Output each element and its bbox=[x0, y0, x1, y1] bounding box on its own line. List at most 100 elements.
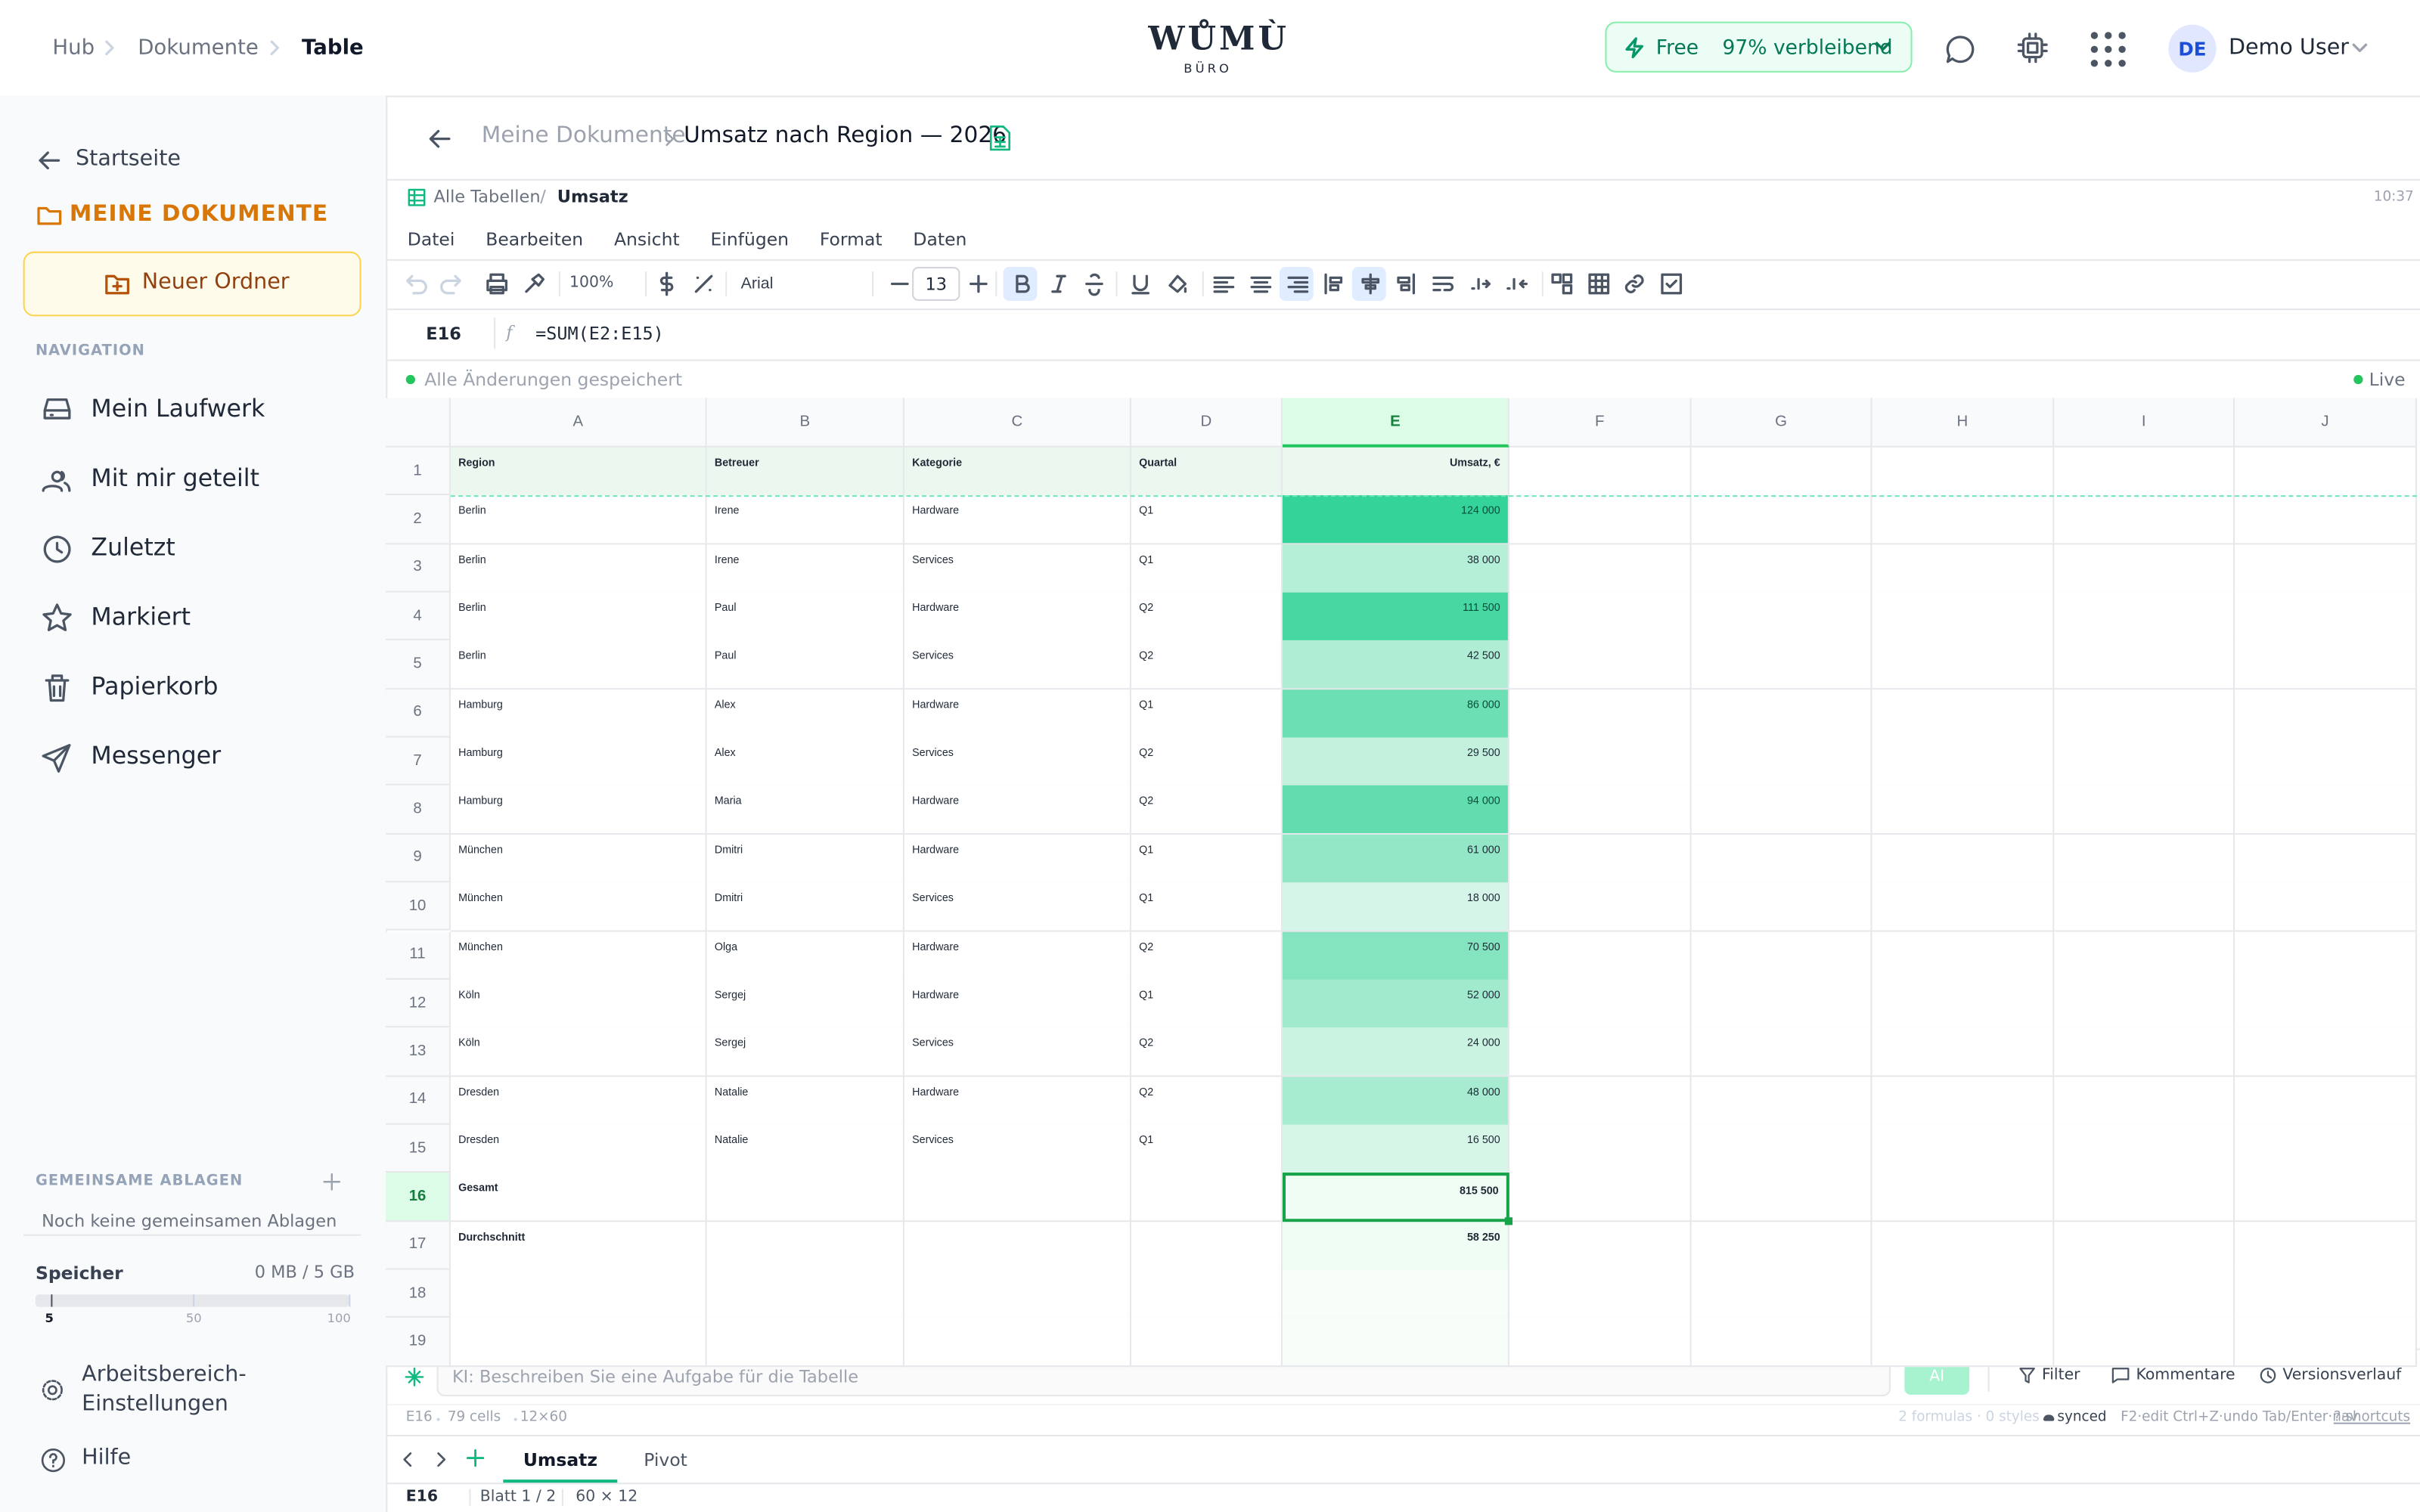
row-header[interactable]: 5 bbox=[386, 640, 451, 689]
cell[interactable]: Q1 bbox=[1131, 1124, 1283, 1174]
cell[interactable] bbox=[1509, 737, 1692, 788]
cell[interactable] bbox=[1509, 447, 1692, 497]
cell[interactable] bbox=[2235, 979, 2417, 1029]
cell[interactable] bbox=[2054, 1124, 2235, 1174]
menu-item[interactable]: Format bbox=[819, 228, 883, 250]
cell[interactable] bbox=[706, 1269, 904, 1319]
cell[interactable]: Hamburg bbox=[450, 737, 707, 788]
breadcrumb-item[interactable]: Hub bbox=[52, 35, 95, 60]
nav-icon[interactable] bbox=[40, 741, 74, 775]
cell[interactable]: Berlin bbox=[450, 592, 707, 643]
cell[interactable]: 38 000 bbox=[1282, 544, 1509, 594]
toolbar-button[interactable] bbox=[1431, 271, 1456, 296]
cell[interactable] bbox=[904, 1221, 1131, 1271]
nav-item[interactable]: Messenger bbox=[91, 742, 222, 770]
column-header[interactable]: I bbox=[2054, 398, 2235, 448]
cell[interactable] bbox=[1691, 544, 1872, 594]
cell[interactable] bbox=[1691, 640, 1872, 691]
cell[interactable]: Q2 bbox=[1131, 785, 1283, 835]
toolbar-button[interactable] bbox=[1010, 271, 1035, 296]
cell[interactable] bbox=[2235, 882, 2417, 932]
cell[interactable]: Olga bbox=[706, 931, 904, 981]
cell[interactable] bbox=[1509, 979, 1692, 1029]
cell[interactable]: Berlin bbox=[450, 640, 707, 691]
cell[interactable]: Services bbox=[904, 1124, 1131, 1174]
cell[interactable] bbox=[2235, 737, 2417, 788]
nav-item[interactable]: Mit mir geteilt bbox=[91, 464, 260, 493]
cell[interactable] bbox=[2054, 495, 2235, 546]
row-header[interactable]: 6 bbox=[386, 689, 451, 738]
cell[interactable] bbox=[1282, 1269, 1509, 1319]
add-sheet[interactable] bbox=[466, 1448, 485, 1467]
cell[interactable]: Durchschnitt bbox=[450, 1221, 707, 1271]
cell[interactable]: Hardware bbox=[904, 931, 1131, 981]
cell[interactable] bbox=[2235, 1076, 2417, 1126]
cell[interactable]: Services bbox=[904, 737, 1131, 788]
doc-path[interactable]: Meine Dokumente bbox=[481, 123, 686, 148]
cell[interactable] bbox=[1691, 447, 1872, 497]
cell[interactable]: 16 500 bbox=[1282, 1124, 1509, 1174]
cell[interactable] bbox=[1131, 1221, 1283, 1271]
cell[interactable] bbox=[2235, 785, 2417, 835]
toolbar-button[interactable] bbox=[1249, 271, 1274, 296]
cell[interactable] bbox=[1509, 785, 1692, 835]
cell[interactable]: Q1 bbox=[1131, 834, 1283, 884]
cell[interactable] bbox=[1872, 979, 2055, 1029]
cell[interactable] bbox=[904, 1173, 1131, 1222]
cell[interactable] bbox=[1872, 737, 2055, 788]
cell[interactable] bbox=[2054, 737, 2235, 788]
menu-item[interactable]: Datei bbox=[407, 228, 455, 250]
settings-link[interactable]: Arbeitsbereich-Einstellungen bbox=[82, 1362, 247, 1417]
cell[interactable]: Q2 bbox=[1131, 1076, 1283, 1126]
cell[interactable]: Berlin bbox=[450, 495, 707, 546]
cell[interactable] bbox=[1509, 1027, 1692, 1077]
cell[interactable] bbox=[1509, 1221, 1692, 1271]
row-header[interactable]: 7 bbox=[386, 737, 451, 786]
plan-button[interactable] bbox=[1605, 21, 1913, 73]
cell[interactable] bbox=[2235, 640, 2417, 691]
prev-sheet[interactable] bbox=[402, 1452, 414, 1467]
cell[interactable] bbox=[1691, 1173, 1872, 1222]
avatar[interactable]: DE bbox=[2168, 24, 2217, 73]
ai-placeholder[interactable]: KI: Beschreiben Sie eine Aufgabe für die… bbox=[451, 1367, 859, 1387]
cell[interactable] bbox=[1872, 1173, 2055, 1222]
cell[interactable] bbox=[1509, 1124, 1692, 1174]
cell[interactable] bbox=[2054, 1221, 2235, 1271]
cell[interactable]: München bbox=[450, 834, 707, 884]
cell[interactable]: Q2 bbox=[1131, 640, 1283, 691]
apps-icon[interactable] bbox=[2088, 29, 2128, 70]
cell[interactable] bbox=[1509, 1269, 1692, 1319]
cell[interactable] bbox=[1872, 1076, 2055, 1126]
cell[interactable]: Q2 bbox=[1131, 1027, 1283, 1077]
cell[interactable]: Umsatz, € bbox=[1282, 447, 1509, 497]
toolbar-button[interactable] bbox=[1165, 271, 1190, 296]
row-header[interactable]: 9 bbox=[386, 834, 451, 883]
cell[interactable] bbox=[1509, 931, 1692, 981]
column-header[interactable]: E bbox=[1282, 398, 1509, 448]
new-folder-label[interactable]: Neuer Ordner bbox=[141, 270, 290, 295]
cell[interactable]: 18 000 bbox=[1282, 882, 1509, 932]
toolbar-button[interactable] bbox=[522, 271, 547, 296]
cell[interactable]: Sergej bbox=[706, 1027, 904, 1077]
cell[interactable] bbox=[2054, 785, 2235, 835]
cell[interactable]: 42 500 bbox=[1282, 640, 1509, 691]
nav-icon[interactable] bbox=[40, 532, 74, 566]
cell[interactable]: Irene bbox=[706, 544, 904, 594]
cell[interactable]: Region bbox=[450, 447, 707, 497]
cell[interactable] bbox=[450, 1318, 707, 1368]
cell[interactable] bbox=[2235, 544, 2417, 594]
cell[interactable] bbox=[2054, 979, 2235, 1029]
zoom[interactable]: 100% bbox=[569, 274, 614, 292]
cell[interactable] bbox=[1691, 785, 1872, 835]
font-size[interactable]: 13 bbox=[912, 267, 960, 301]
cell[interactable] bbox=[1509, 882, 1692, 932]
user-name[interactable]: Demo User bbox=[2228, 35, 2350, 60]
column-header[interactable]: J bbox=[2235, 398, 2417, 448]
cell[interactable] bbox=[706, 1221, 904, 1271]
cell[interactable]: Services bbox=[904, 640, 1131, 691]
back-arrow[interactable] bbox=[37, 148, 62, 173]
cell[interactable]: Q2 bbox=[1131, 737, 1283, 788]
cell[interactable] bbox=[706, 1173, 904, 1222]
cell[interactable] bbox=[2054, 931, 2235, 981]
row-header[interactable]: 2 bbox=[386, 495, 451, 544]
